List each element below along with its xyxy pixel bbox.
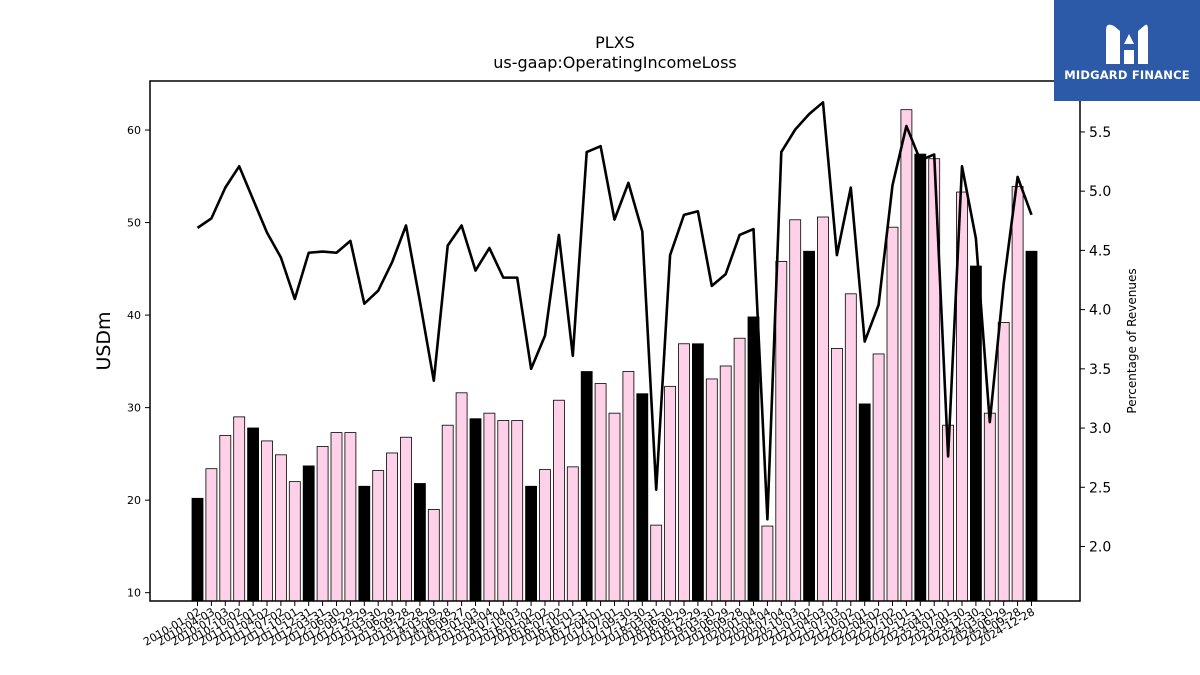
y-axis-left: 10 20 30 40 50 60 [127, 124, 150, 600]
y-tick-label: 20 [127, 494, 141, 507]
bar-2020-04-04 [761, 525, 774, 602]
bar-2011-12-31 [302, 465, 315, 602]
bar-2012-06-30 [330, 432, 343, 602]
bar-2022-10-01 [900, 109, 913, 602]
line-series-group [196, 101, 1033, 521]
bar-2010-07-03 [219, 434, 232, 602]
bar-2014-06-28 [441, 424, 454, 602]
y2-tick-label: 5.5 [1089, 125, 1111, 141]
y2-axis-label: Percentage of Revenues [1125, 268, 1139, 413]
bar-2011-01-01 [247, 427, 260, 602]
y2-tick-label: 3.0 [1089, 421, 1111, 437]
bar-2021-04-03 [817, 216, 829, 602]
bar-2013-06-29 [386, 452, 399, 602]
bar-2019-09-28 [733, 337, 746, 602]
bar-2014-03-29 [427, 508, 440, 602]
bar-2013-09-28 [400, 436, 412, 602]
brand-logo: MIDGARD FINANCE [1054, 0, 1200, 101]
y-tick-label: 10 [127, 587, 141, 600]
bar-2011-07-02 [274, 454, 287, 602]
bar-2020-01-04 [747, 316, 760, 602]
bar-2016-07-02 [553, 399, 565, 602]
y2-tick-label: 3.5 [1089, 362, 1111, 378]
bar-2016-10-01 [566, 466, 579, 602]
y-axis-label: USDm [93, 311, 115, 370]
bar-2018-09-29 [678, 343, 690, 602]
bar-2013-12-28 [413, 483, 426, 602]
bar-2014-09-27 [455, 392, 468, 602]
y2-tick-label: 2.0 [1089, 540, 1111, 556]
bar-2024-03-30 [983, 412, 996, 602]
y-axis-right: 2.0 2.5 3.0 3.5 4.0 4.5 5.0 5.5 [1080, 125, 1111, 556]
y-tick-label: 40 [127, 309, 141, 322]
bar-2021-07-03 [831, 347, 843, 602]
y2-tick-label: 5.0 [1089, 184, 1111, 200]
y-tick-label: 50 [127, 217, 141, 230]
bar-2022-01-01 [858, 403, 871, 602]
bar-2021-01-02 [803, 250, 815, 602]
bar-2016-01-02 [525, 485, 537, 602]
bar-2024-12-28 [1025, 250, 1038, 602]
chart-subtitle: us-gaap:OperatingIncomeLoss [493, 53, 737, 72]
bar-2016-12-31 [580, 371, 593, 602]
bar-2011-10-01 [288, 481, 301, 602]
bar-2016-04-02 [539, 469, 551, 602]
bar-2010-04-03 [205, 468, 218, 602]
brand-name: MIDGARD FINANCE [1064, 68, 1190, 82]
bar-2017-04-01 [594, 383, 607, 602]
bar-2021-10-02 [844, 293, 857, 602]
bar-2019-06-29 [719, 365, 732, 602]
bar-2015-07-04 [497, 420, 510, 602]
bar-2024-09-28 [1011, 186, 1024, 602]
y-tick-label: 30 [127, 402, 141, 415]
bar-2023-12-30 [970, 265, 982, 602]
bar-2022-12-31 [914, 153, 927, 602]
bar-2012-09-29 [344, 432, 357, 602]
bar-2013-03-30 [372, 470, 385, 602]
bar-2010-10-02 [233, 416, 246, 602]
bar-2018-03-31 [650, 524, 663, 602]
y-tick-label: 60 [127, 124, 141, 137]
bar-2017-12-30 [636, 393, 649, 602]
bar-2015-04-04 [483, 412, 496, 602]
y2-tick-label: 2.5 [1089, 480, 1111, 496]
percentage-line [196, 101, 1033, 521]
bar-2022-07-02 [886, 226, 899, 602]
bar-2017-09-30 [622, 371, 635, 602]
bar-2012-03-31 [316, 446, 329, 602]
bar-2018-12-29 [692, 343, 704, 602]
bar-2015-10-03 [511, 420, 524, 602]
bar-2022-04-02 [872, 353, 885, 602]
y2-tick-label: 4.5 [1089, 243, 1111, 259]
bar-2012-12-29 [358, 485, 371, 602]
bar-2020-10-03 [789, 219, 802, 602]
x-axis: 2010-01-022010-04-032010-07-032010-10-02… [141, 601, 1037, 649]
bar-2015-01-03 [469, 418, 482, 602]
midgard-m-icon [1106, 24, 1148, 65]
y2-tick-label: 4.0 [1089, 303, 1111, 319]
bar-2017-07-01 [608, 412, 621, 602]
bar-2024-06-29 [997, 322, 1010, 602]
bar-2010-01-02 [191, 497, 204, 602]
bar-2011-04-02 [261, 440, 273, 602]
chart-title: PLXS [595, 33, 635, 52]
bar-2019-03-30 [705, 378, 718, 602]
bar-2020-07-04 [775, 261, 788, 602]
bar-2018-06-30 [664, 385, 676, 602]
bars-group [191, 109, 1038, 602]
